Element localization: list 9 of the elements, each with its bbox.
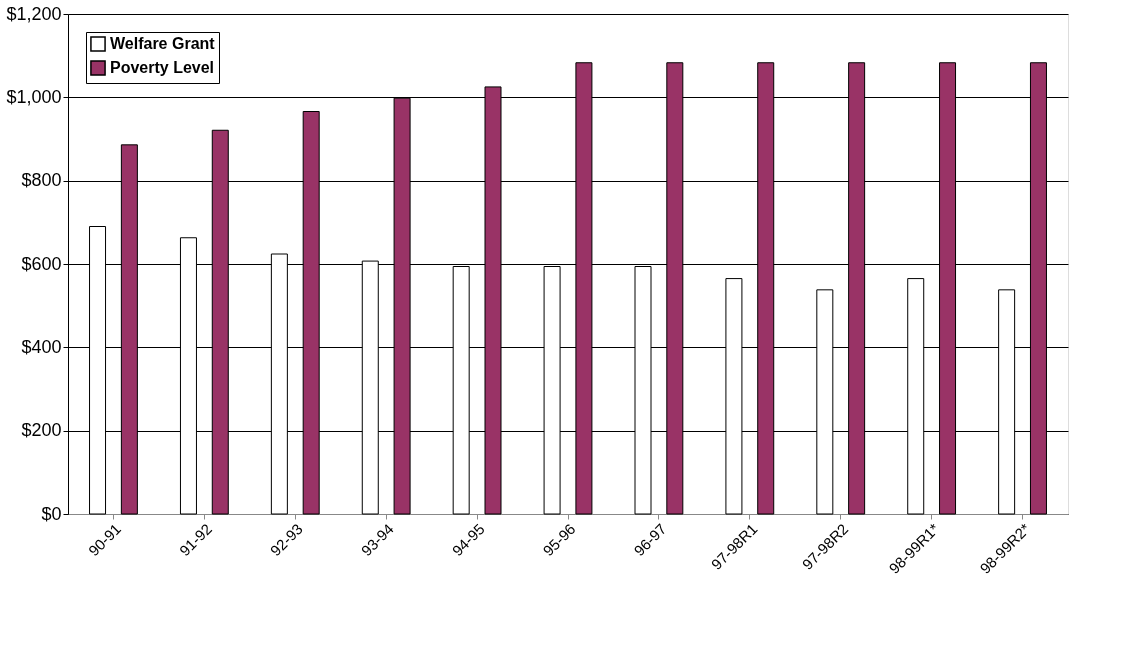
y-tick-label: $400 [21, 336, 62, 357]
y-tick-label: $1,200 [6, 3, 62, 24]
y-tick-label: $1,000 [6, 86, 62, 107]
legend-label: Welfare Grant [110, 35, 216, 52]
y-tick-label: $600 [21, 253, 62, 274]
y-tick-label: $200 [21, 420, 62, 441]
y-tick-label: $0 [41, 503, 62, 524]
legend-label: Poverty Level [110, 59, 215, 76]
y-tick-label: $800 [21, 170, 62, 191]
